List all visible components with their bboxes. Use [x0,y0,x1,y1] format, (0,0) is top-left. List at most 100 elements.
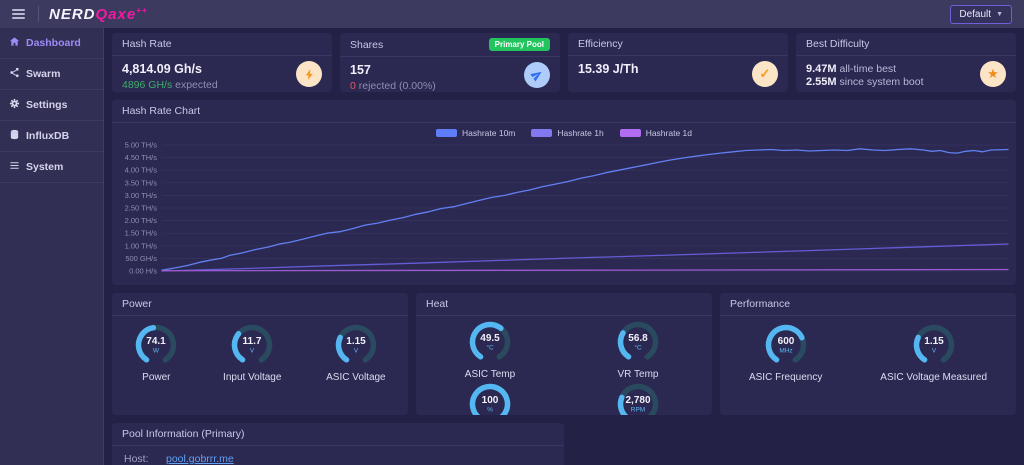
legend-swatch [435,129,457,137]
svg-text:500 GH/s: 500 GH/s [125,254,157,263]
gauge-vr-temp: 56.8 °C VR Temp [616,320,660,380]
section-body-power: 74.1 W Power 11.7 V Input Voltage 1.15 V… [112,316,408,383]
send-icon [524,62,550,88]
gauge-asic-temp: 49.5 °C ASIC Temp [465,320,515,380]
section-body-performance: 600 MHz ASIC Frequency 1.15 V ASIC Volta… [720,316,1016,383]
svg-text:100: 100 [482,395,499,406]
section-title-heat: Heat [416,293,712,316]
pool-host-label: Host: [124,453,149,465]
legend-item: Hashrate 10m [435,128,515,138]
primary-pool-badge: Primary Pool [488,38,550,51]
legend-swatch [531,129,553,137]
hashrate-chart-title: Hash Rate Chart [112,100,1016,123]
svg-text:2.00 TH/s: 2.00 TH/s [125,216,158,225]
bolt-icon [296,61,322,87]
stat-card-title: Shares Primary Pool [340,33,560,57]
sidebar-item-influxdb[interactable]: InfluxDB [0,121,103,152]
pool-info-title: Pool Information (Primary) [112,423,564,446]
stat-card-body: 157 0 rejected (0.00%) [340,57,560,92]
stat-value: 157 [350,63,371,77]
legend-label: Hashrate 1h [557,128,604,138]
gauge-label: VR Temp [617,369,659,380]
logo-plus-plus: ++ [136,5,148,15]
section-card-heat: Heat 49.5 °C ASIC Temp 56.8 °C VR Temp 1… [416,293,712,415]
svg-text:V: V [354,348,359,355]
sidebar: Dashboard Swarm Settings InfluxDB System [0,28,104,465]
svg-text:V: V [931,348,936,355]
stat-card-body: 4,814.09 Gh/s 4896 GH/s expected [112,56,332,92]
svg-text:RPM: RPM [631,407,645,414]
sidebar-item-label: Swarm [26,68,61,80]
svg-text:74.1: 74.1 [147,336,167,347]
svg-text:1.15: 1.15 [346,336,366,347]
gauge-label: ASIC Voltage Measured [880,372,988,383]
hashrate-chart-body: Hashrate 10m Hashrate 1h Hashrate 1d 5.0… [112,123,1016,284]
svg-text:2.50 TH/s: 2.50 TH/s [125,204,158,213]
svg-text:V: V [250,348,255,355]
svg-text:49.5: 49.5 [480,333,500,344]
gauge-input-voltage: 11.7 V Input Voltage [223,323,281,383]
pool-host-link[interactable]: pool.gobrrr.me [166,453,234,465]
svg-text:W: W [153,348,160,355]
gauge-label: Power [142,372,171,383]
svg-text:1.15: 1.15 [924,336,944,347]
menu-toggle-button[interactable] [8,5,30,23]
legend-label: Hashrate 1d [645,128,692,138]
sidebar-item-system[interactable]: System [0,152,103,183]
gauge-asic-voltage-measured: 1.15 V ASIC Voltage Measured [880,323,987,383]
stat-card-efficiency: Efficiency 15.39 J/Th ✓ [568,33,788,92]
topbar: NERDQaxe++ Default ▼ [0,0,1024,28]
svg-text:4.50 TH/s: 4.50 TH/s [125,153,158,162]
stat-card-title: Hash Rate [112,33,332,56]
svg-text:0.00 H/s: 0.00 H/s [129,267,157,276]
stat-card-best-difficulty: Best Difficulty 9.47M all-time best 2.55M… [796,33,1016,92]
check-icon: ✓ [752,61,778,87]
gear-icon [9,98,20,112]
gauge-label: Input Voltage [223,372,282,383]
legend-swatch [619,129,641,137]
svg-text:%: % [487,407,493,414]
profile-selector-button[interactable]: Default ▼ [950,4,1012,24]
gauge-sections-row: Power 74.1 W Power 11.7 V Input Voltage … [112,293,1016,415]
svg-text:MHz: MHz [779,348,792,355]
star-icon: ★ [980,61,1006,87]
svg-text:2,780: 2,780 [625,395,650,406]
sidebar-item-label: System [26,161,64,173]
sidebar-item-swarm[interactable]: Swarm [0,59,103,90]
stat-subtext: 4896 GH/s expected [122,79,218,91]
topbar-divider [38,6,39,22]
svg-text:3.00 TH/s: 3.00 TH/s [125,191,158,200]
section-title-power: Power [112,293,408,316]
sidebar-item-label: Dashboard [26,37,81,49]
gauge-asic-frequency: 600 MHz ASIC Frequency [749,323,822,383]
sidebar-item-settings[interactable]: Settings [0,90,103,121]
stat-value: 4,814.09 Gh/s [122,62,202,76]
stat-line: 2.55M since system boot [806,76,924,88]
gauge-label: ASIC Temp [464,369,516,380]
list-icon [9,160,20,174]
svg-text:4.00 TH/s: 4.00 TH/s [125,166,158,175]
gauge-power: 74.1 W Power [134,323,178,383]
section-card-power: Power 74.1 W Power 11.7 V Input Voltage … [112,293,408,415]
gauge-fan-rpm: 2,780 RPM Fan RPM [616,382,660,415]
section-body-heat: 49.5 °C ASIC Temp 56.8 °C VR Temp 100 % … [416,316,712,415]
gauge-label: ASIC Frequency [748,372,823,383]
stat-card-title: Best Difficulty [796,33,1016,56]
hashrate-line-chart: 5.00 TH/s 4.50 TH/s 4.00 TH/s 3.50 TH/s 3.00… [125,141,1009,276]
section-card-performance: Performance 600 MHz ASIC Frequency 1.15 … [720,293,1016,415]
sidebar-item-dashboard[interactable]: Dashboard [0,28,103,59]
logo-text-white: NERD [49,5,96,23]
stat-cards-row: Hash Rate 4,814.09 Gh/s 4896 GH/s expecte… [112,33,1016,92]
logo-text-pink: Qaxe [95,5,137,23]
stat-value: 15.39 J/Th [578,62,639,76]
gauge-fan-speed: 100 % Fan Speed [466,382,515,415]
svg-text:1.00 TH/s: 1.00 TH/s [125,241,158,250]
svg-text:°C: °C [634,344,642,352]
chart-legend: Hashrate 10m Hashrate 1h Hashrate 1d [116,125,1012,139]
pool-info-body: Host: pool.gobrrr.me Port: 3333 [112,446,564,465]
home-icon [9,36,20,50]
sidebar-item-label: InfluxDB [26,130,70,142]
stat-card-hash-rate: Hash Rate 4,814.09 Gh/s 4896 GH/s expecte… [112,33,332,92]
svg-text:56.8: 56.8 [628,333,648,344]
hashrate-chart-card: Hash Rate Chart Hashrate 10m Hashrate 1h… [112,100,1016,285]
